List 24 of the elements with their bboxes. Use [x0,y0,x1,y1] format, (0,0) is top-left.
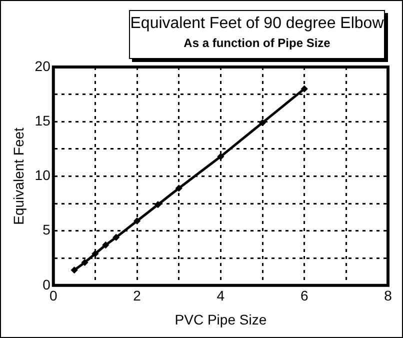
point [134,218,140,224]
chart-title: Equivalent Feet of 90 degree Elbow [130,15,384,33]
x-tick-label: 2 [133,288,142,304]
y-axis-title: Equivalent Feet [10,127,26,225]
point [71,267,78,274]
point [92,250,98,257]
y-tick-label: 0 [42,276,51,292]
point [102,242,109,248]
y-tick-label: 15 [34,112,51,128]
point [301,86,308,92]
x-tick-label: 4 [216,288,225,304]
x-axis-title: PVC Pipe Size [174,311,267,328]
y-tick-label: 5 [42,222,51,238]
y-tick-label: 20 [34,58,51,74]
point [154,202,161,208]
point [113,234,120,240]
point [218,153,224,160]
y-tick-label: 10 [34,167,51,184]
point [259,120,266,126]
x-tick-label: 6 [300,288,308,304]
chart-subtitle: As a function of Pipe Size [182,36,332,50]
point [82,259,88,266]
x-tick-label: 8 [384,288,392,304]
point [176,185,182,192]
